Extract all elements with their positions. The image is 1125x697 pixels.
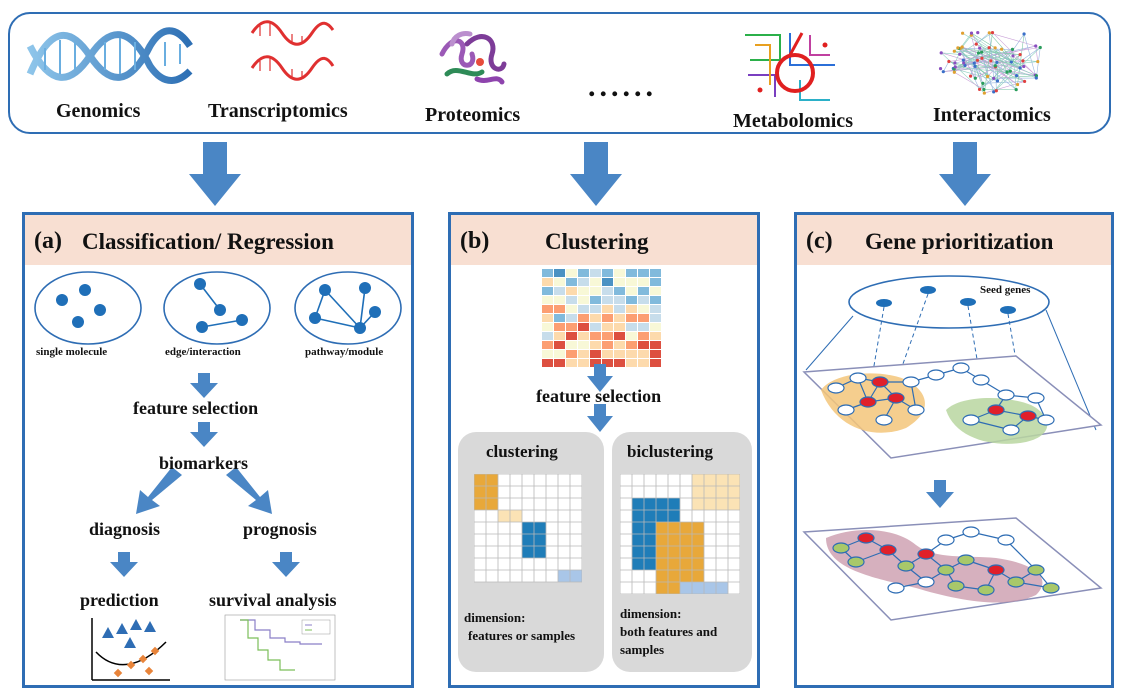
heatmap-graphic [542,269,661,367]
panel-a-title: Classification/ Regression [82,229,334,254]
single-molecule-label: single molecule [36,346,108,358]
diagnosis-label: diagnosis [89,519,161,539]
panel-b-title: Clustering [545,229,649,254]
pathway-module-label: pathway/module [305,346,384,358]
interaction-network-icon [938,30,1042,95]
omics-banner [8,12,1111,134]
genomics-label: Genomics [56,100,141,122]
biclustering-label: biclustering [627,442,713,461]
biomarkers-label: biomarkers [159,453,248,473]
edge-interaction-label: edge/interaction [165,346,241,358]
dna-icon [26,27,193,84]
panel-c-header [797,215,1111,265]
biclustering-grid [620,474,740,594]
survival-analysis-label: survival analysis [209,590,337,610]
biclustering-dimension-value-2: samples [620,642,665,657]
transcriptomics-label: Transcriptomics [208,100,348,122]
biclustering-dimension-title: dimension: [620,606,682,621]
panel-a-header [25,215,411,265]
biclustering-dimension-value: both features and [620,624,718,639]
feature-selection-b-label: feature selection [536,386,662,406]
seed-genes-label: Seed genes [980,284,1031,296]
prediction-label: prediction [80,590,159,610]
panel-b-letter: (b) [460,228,490,254]
arrow-down-icon [189,142,241,206]
panel-c-letter: (c) [806,228,833,254]
clustering-label: clustering [486,442,558,461]
clustering-grid [474,474,582,583]
arrow-down-icon [939,142,991,206]
ellipsis-label: ...... [588,70,657,103]
prognosis-label: prognosis [243,519,317,539]
clustering-dimension-title: dimension: [464,610,526,625]
feature-selection-label: feature selection [133,398,259,418]
panel-a-letter: (a) [34,228,62,254]
gene-network-graphic [802,275,1103,621]
rna-icon [250,20,335,81]
panel-c-title: Gene prioritization [865,229,1054,254]
proteomics-label: Proteomics [425,104,521,126]
panel-a-graphics [34,271,402,681]
panel-b-header [451,215,757,265]
metabolic-map-icon [745,32,835,101]
panel-b-arrows [587,364,613,432]
interactomics-label: Interactomics [933,104,1051,126]
arrow-down-icon [570,142,622,206]
protein-icon [439,31,507,85]
metabolomics-label: Metabolomics [733,110,853,132]
clustering-dimension-value: features or samples [468,628,576,643]
